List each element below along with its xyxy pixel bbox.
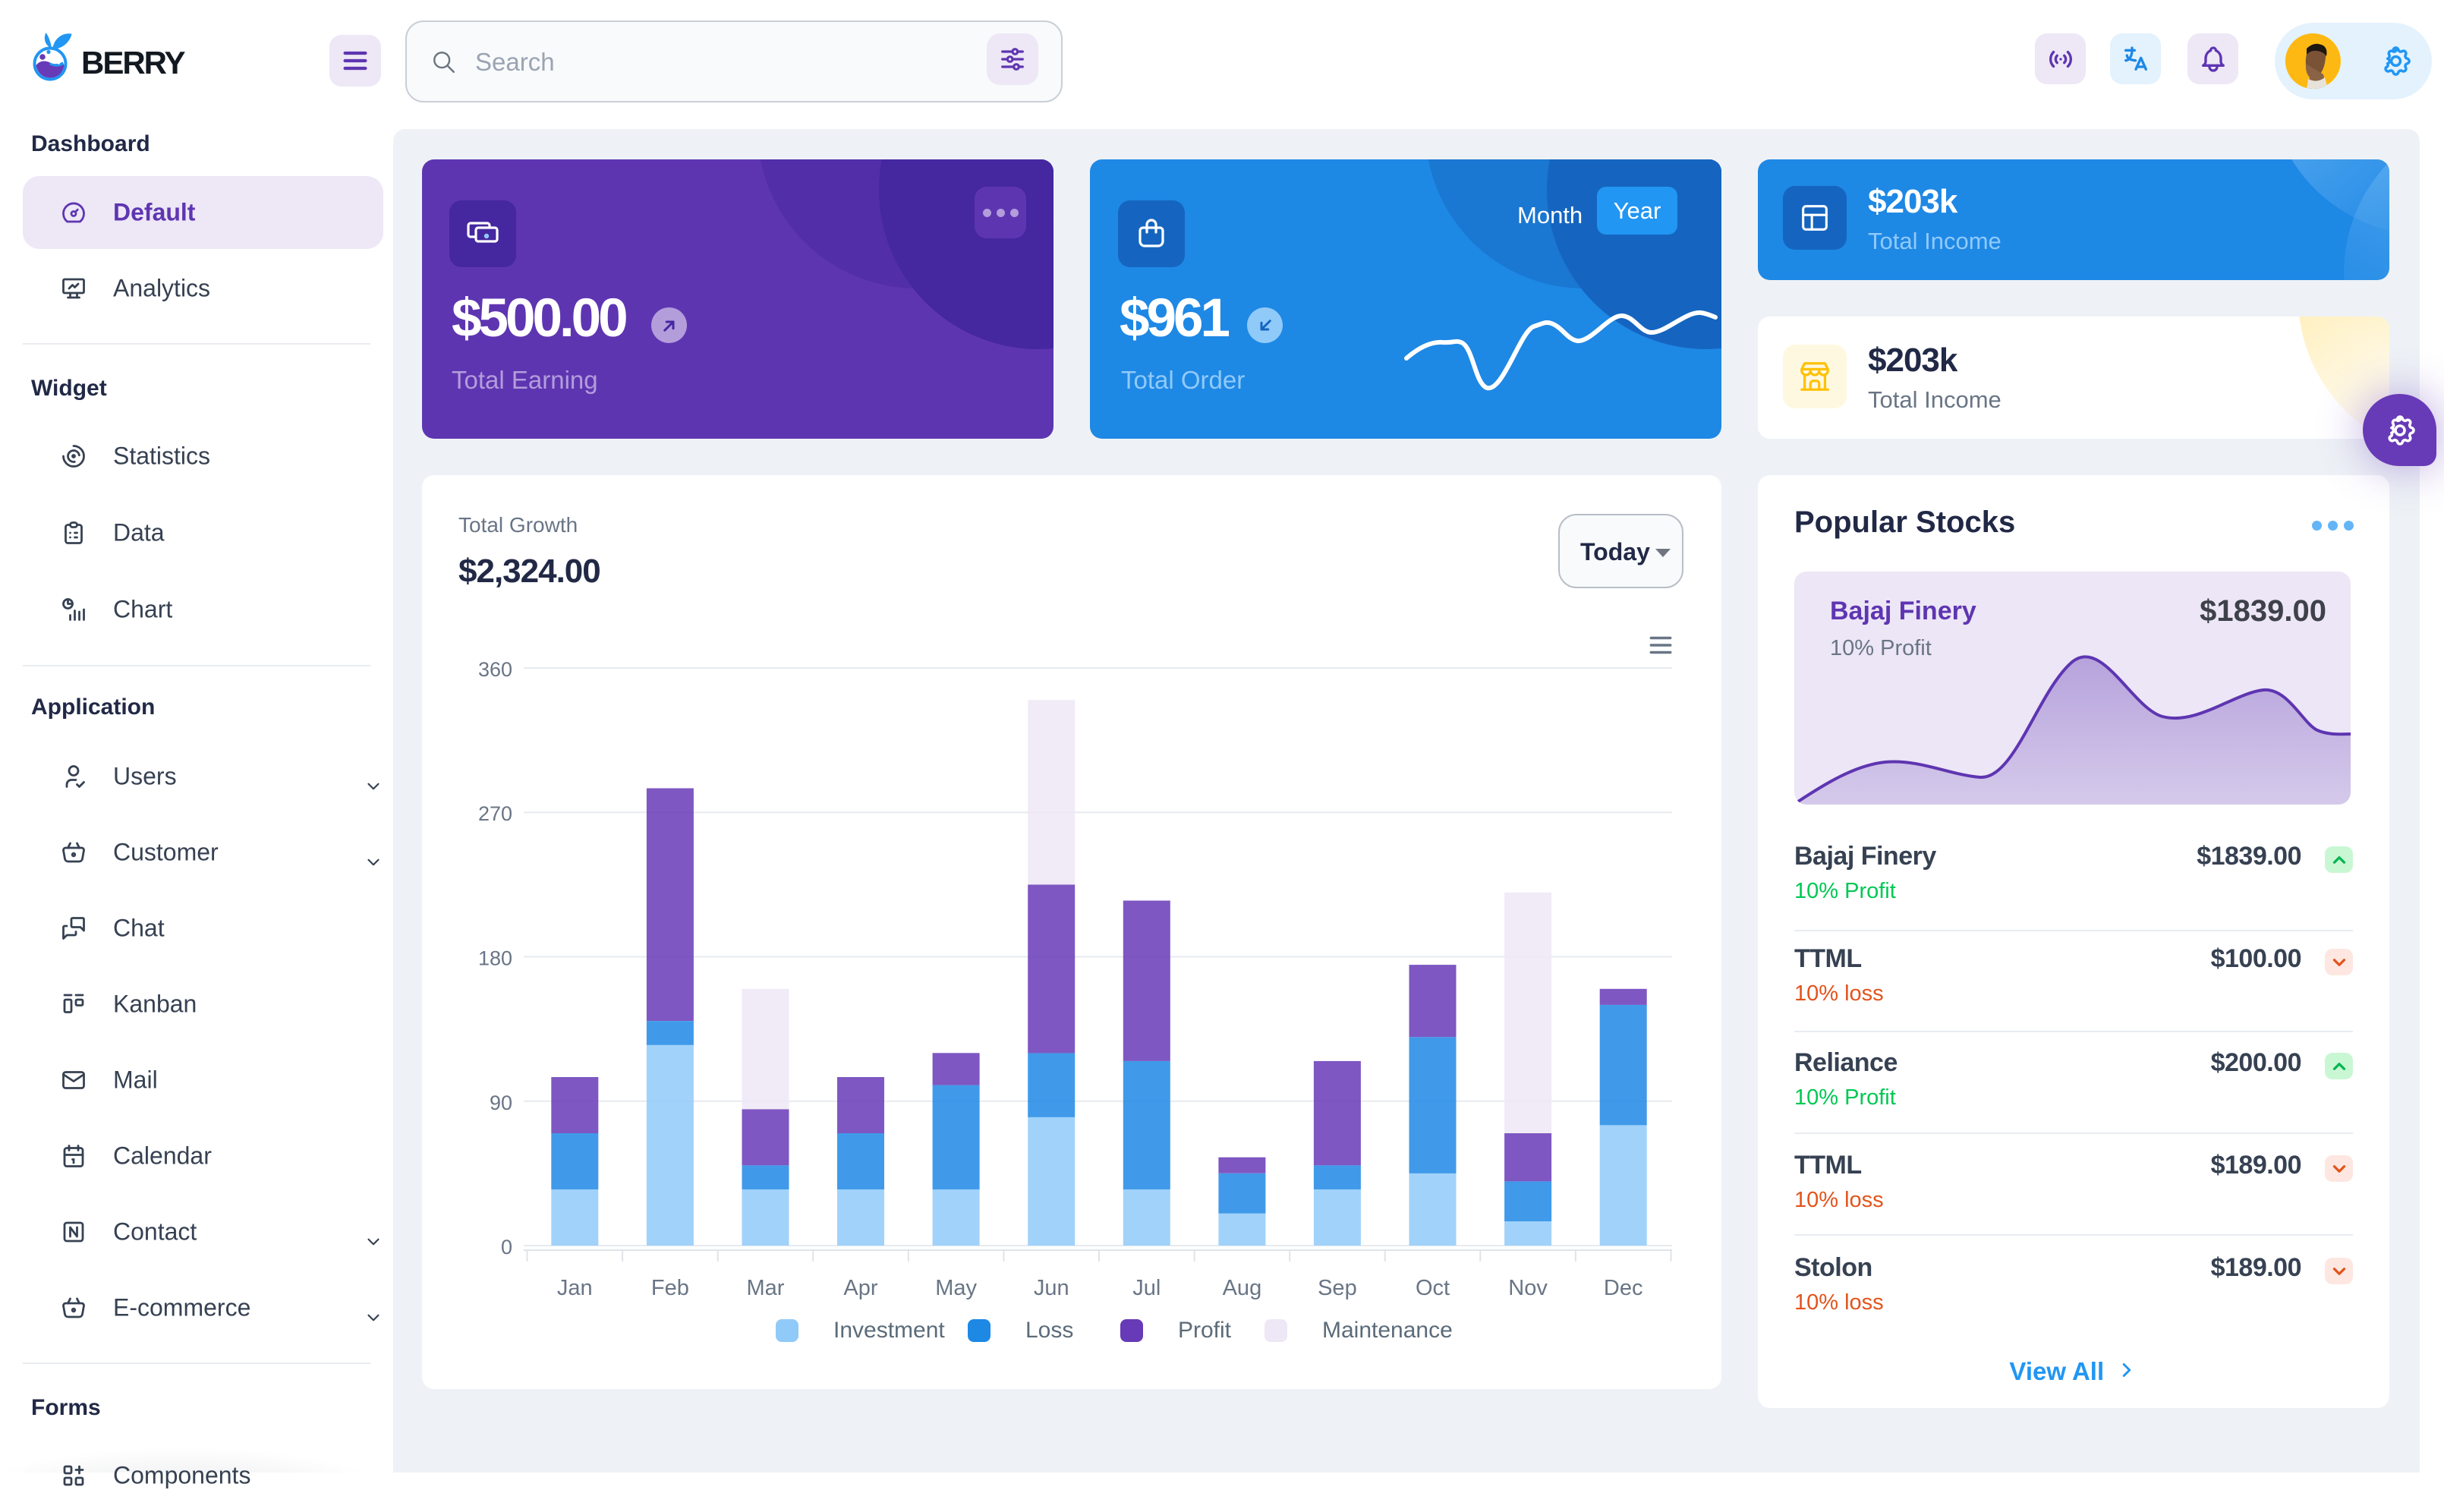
- svg-text:Feb: Feb: [651, 1276, 689, 1300]
- svg-text:Oct: Oct: [1416, 1276, 1450, 1300]
- svg-text:Loss: Loss: [1025, 1318, 1073, 1343]
- svg-text:May: May: [935, 1276, 977, 1300]
- svg-text:270: 270: [478, 802, 512, 825]
- svg-text:Jan: Jan: [557, 1276, 593, 1300]
- svg-text:0: 0: [501, 1236, 512, 1258]
- svg-text:90: 90: [490, 1091, 512, 1114]
- svg-text:Apr: Apr: [843, 1276, 877, 1300]
- svg-text:Aug: Aug: [1223, 1276, 1262, 1300]
- svg-text:Dec: Dec: [1604, 1276, 1643, 1300]
- svg-text:Nov: Nov: [1508, 1276, 1548, 1300]
- svg-text:Investment: Investment: [833, 1318, 945, 1343]
- svg-text:180: 180: [478, 947, 512, 970]
- svg-text:360: 360: [478, 658, 512, 681]
- svg-text:Jun: Jun: [1034, 1276, 1069, 1300]
- svg-text:Maintenance: Maintenance: [1322, 1318, 1453, 1343]
- svg-text:Profit: Profit: [1178, 1318, 1232, 1343]
- svg-text:Mar: Mar: [747, 1276, 785, 1300]
- svg-text:Jul: Jul: [1132, 1276, 1161, 1300]
- svg-text:Sep: Sep: [1318, 1276, 1357, 1300]
